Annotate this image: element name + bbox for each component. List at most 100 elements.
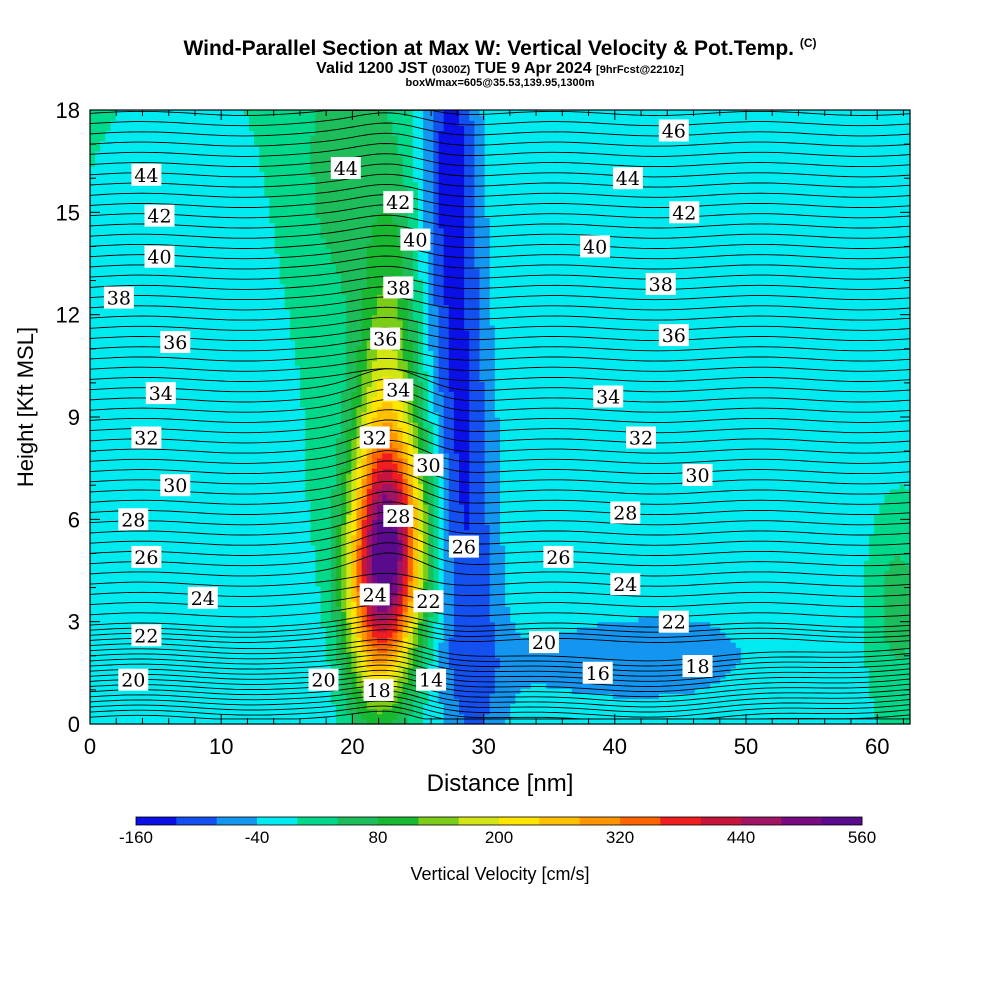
velocity-cell [90, 340, 96, 346]
velocity-cell [116, 146, 122, 152]
velocity-cell [162, 611, 168, 617]
velocity-cell [121, 391, 127, 397]
velocity-cell [111, 182, 117, 188]
velocity-cell [152, 524, 158, 530]
velocity-cell [152, 494, 158, 500]
velocity-cell [136, 136, 142, 142]
velocity-cell [141, 540, 147, 546]
velocity-cell [131, 371, 137, 377]
velocity-cell [141, 606, 147, 612]
velocity-cell [141, 335, 147, 341]
velocity-cell [100, 391, 106, 397]
velocity-cell [121, 223, 127, 229]
velocity-cell [116, 192, 122, 198]
velocity-cell [105, 473, 111, 479]
velocity-cell [136, 647, 142, 653]
velocity-cell [90, 166, 96, 172]
velocity-cell [111, 576, 117, 582]
velocity-cell [141, 192, 147, 198]
velocity-cell [141, 709, 147, 715]
velocity-cell [152, 407, 158, 413]
velocity-cell [152, 356, 158, 362]
velocity-cell [111, 622, 117, 628]
velocity-cell [126, 647, 132, 653]
velocity-cell [157, 698, 163, 704]
velocity-cell [141, 315, 147, 321]
velocity-cell [152, 269, 158, 275]
velocity-cell [141, 310, 147, 316]
velocity-cell [126, 437, 132, 443]
velocity-cell [105, 166, 111, 172]
velocity-cell [105, 248, 111, 254]
velocity-cell [141, 320, 147, 326]
velocity-cell [157, 458, 163, 464]
velocity-cell [141, 601, 147, 607]
velocity-cell [157, 146, 163, 152]
velocity-cell [95, 494, 101, 500]
velocity-cell [90, 463, 96, 469]
velocity-cell [146, 299, 152, 305]
velocity-cell [100, 555, 106, 561]
velocity-cell [121, 151, 127, 157]
velocity-cell [111, 617, 117, 623]
velocity-cell [116, 366, 122, 372]
velocity-cell [121, 376, 127, 382]
velocity-cell [146, 371, 152, 377]
velocity-cell [116, 422, 122, 428]
velocity-cell [121, 238, 127, 244]
velocity-cell [105, 320, 111, 326]
velocity-cell [136, 120, 142, 126]
velocity-cell [111, 535, 117, 541]
velocity-cell [116, 458, 122, 464]
velocity-cell [136, 253, 142, 259]
velocity-cell [131, 407, 137, 413]
velocity-cell [146, 576, 152, 582]
velocity-cell [100, 269, 106, 275]
velocity-cell [116, 141, 122, 147]
velocity-cell [146, 136, 152, 142]
velocity-cell [90, 576, 96, 582]
velocity-cell [126, 453, 132, 459]
velocity-cell [131, 453, 137, 459]
velocity-cell [111, 673, 117, 679]
velocity-cell [90, 289, 96, 295]
velocity-cell [162, 601, 168, 607]
chart-title: Wind-Parallel Section at Max W: Vertical… [0, 36, 1000, 61]
velocity-cell [157, 320, 163, 326]
velocity-cell [111, 437, 117, 443]
velocity-cell [162, 642, 168, 648]
velocity-cell [116, 253, 122, 259]
velocity-cell [136, 294, 142, 300]
velocity-cell [126, 233, 132, 239]
velocity-cell [105, 606, 111, 612]
velocity-cell [141, 489, 147, 495]
velocity-cell [111, 325, 117, 331]
velocity-cell [146, 279, 152, 285]
velocity-cell [131, 202, 137, 208]
velocity-cell [121, 350, 127, 356]
velocity-cell [111, 141, 117, 147]
velocity-cell [95, 422, 101, 428]
velocity-cell [100, 422, 106, 428]
velocity-cell [152, 678, 158, 684]
velocity-cell [157, 407, 163, 413]
velocity-cell [136, 335, 142, 341]
velocity-cell [111, 668, 117, 674]
velocity-cell [157, 156, 163, 162]
velocity-cell [121, 698, 127, 704]
velocity-cell [146, 489, 152, 495]
velocity-cell [141, 591, 147, 597]
velocity-cell [116, 151, 122, 157]
velocity-cell [157, 325, 163, 331]
velocity-cell [111, 632, 117, 638]
velocity-cell [111, 571, 117, 577]
velocity-cell [116, 606, 122, 612]
velocity-cell [126, 494, 132, 500]
velocity-cell [126, 151, 132, 157]
velocity-cell [100, 463, 106, 469]
velocity-cell [146, 494, 152, 500]
velocity-cell [111, 320, 117, 326]
velocity-cell [152, 136, 158, 142]
velocity-cell [100, 484, 106, 490]
velocity-cell [157, 678, 163, 684]
